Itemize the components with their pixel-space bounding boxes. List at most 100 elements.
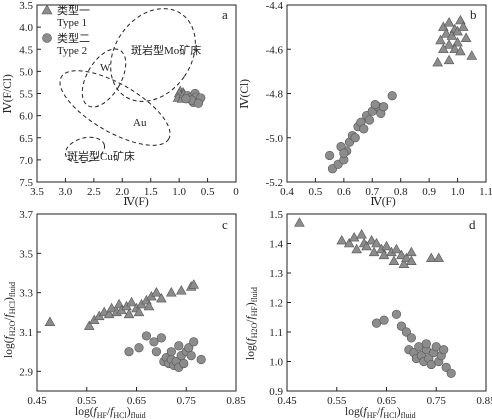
panel-c-points (44, 279, 206, 373)
type2-point (439, 345, 449, 355)
panel-a-ytick-label: 6.5 (19, 133, 33, 145)
type2-point (325, 150, 335, 161)
panel-b-xtick-label: 0.5 (309, 186, 323, 198)
type2-point (391, 309, 402, 319)
type1-point (103, 308, 115, 319)
panel-b-ytick-label: -5.0 (266, 133, 284, 145)
panel-a-y-ticks: 3.5 4.0 4.5 5.0 5.5 6.0 6.5 7.0 7.5 (19, 0, 41, 189)
type1-point (371, 237, 382, 248)
type1-point (398, 258, 410, 268)
type2-point (441, 362, 451, 373)
panel-b-ylabel: Ⅳ(Cl) (239, 79, 251, 109)
panel-d-letter: d (469, 217, 476, 232)
type1-point (378, 249, 390, 260)
type2-point (421, 339, 431, 349)
type2-point (166, 347, 176, 357)
panel-c-ytick-label: 3.1 (19, 327, 33, 339)
panel-a-xtick-label: 3.5 (30, 186, 44, 198)
type2-point (370, 99, 380, 110)
type1-point (455, 14, 466, 25)
type2-point (196, 354, 206, 365)
type1-point (457, 21, 469, 31)
type1-point (351, 243, 362, 254)
panel-a-x-ticks: 3.5 3.0 2.5 2.0 1.5 1.0 0.5 0 (30, 178, 239, 198)
panel-c-x-ticks: 0.45 0.55 0.65 0.75 0.85 (27, 387, 246, 407)
type2-point (124, 347, 134, 357)
panel-a-xlabel: Ⅳ(F) (123, 196, 149, 208)
type2-point (186, 351, 196, 361)
panel-b-xlabel: Ⅳ(F) (370, 196, 396, 208)
panel-d-ylabel: log(fH2O/fHF)fluid (245, 287, 259, 360)
panel-a-ytick-label: 4.5 (19, 44, 33, 56)
type1-point (449, 43, 461, 54)
panel-d-x-ticks: 0.45 0.55 0.65 0.75 0.85 (277, 387, 492, 407)
panel-c-xtick-label: 0.75 (177, 395, 197, 407)
type2-point (396, 321, 407, 331)
panel-d-ytick-label: 0.9 (269, 386, 283, 398)
panel-d-xtick-label: 0.85 (476, 395, 492, 407)
panel-b-xtick-label: 1.0 (451, 186, 465, 198)
type2-point (379, 315, 389, 325)
panel-a-ytick-label: 7.5 (19, 177, 33, 189)
legend: 类型一 Type 1 类型二 Type 2 (41, 3, 90, 57)
panel-c-xlabel: log(fHF/fHCl)fluid (75, 406, 146, 420)
type2-point (406, 333, 416, 343)
panel-a-xtick-label: 2.5 (87, 186, 101, 198)
type1-point (443, 17, 455, 27)
panel-a-xtick-label: 0.5 (201, 186, 215, 198)
panel-d-ytick-label: 1.3 (269, 268, 283, 280)
type2-point (134, 343, 144, 353)
panel-a-xtick-label: 3.0 (59, 186, 73, 198)
legend-type2-en: Type 2 (57, 45, 87, 57)
type1-point (175, 285, 187, 295)
type1-point (388, 255, 400, 266)
region-mo-porphyry (110, 8, 196, 102)
panel-b-xtick-label: 0.4 (280, 186, 294, 198)
panel-d-frame (286, 213, 487, 392)
panel-c-letter: c (222, 217, 228, 232)
type1-point (83, 320, 95, 330)
panel-b-letter: b (470, 7, 477, 22)
panel-b-xtick-label: 0.7 (365, 186, 379, 198)
type1-point (166, 287, 177, 297)
panel-a-xtick-label: 1.0 (172, 186, 186, 198)
legend-type1-en: Type 1 (57, 17, 87, 29)
legend-type1-cn: 类型一 (57, 3, 90, 17)
type1-point (336, 234, 348, 245)
panel-b-y-ticks: -4.4 -4.6 -4.8 -5.0 -5.2 (266, 0, 291, 189)
panel-c-ytick-label: 3.5 (19, 248, 33, 260)
panel-d-ytick-label: 1.0 (269, 357, 283, 369)
panel-c: 0.45 0.55 0.65 0.75 0.85 2.9 3.1 3.3 3.5 3.7 c l… (3, 209, 246, 420)
type1-point (106, 302, 117, 313)
type1-point (406, 255, 417, 266)
region-w (81, 48, 127, 108)
panel-a-points (172, 85, 206, 108)
panel-b-ytick-label: -5.2 (266, 177, 283, 189)
type1-point (452, 37, 463, 47)
panel-d-xlabel: log(fHF/fHCl)fluid (345, 406, 416, 420)
type2-point (359, 124, 369, 134)
region-label-cu: 斑岩型Cu矿床 (67, 149, 135, 163)
panel-a: 3.5 3.0 2.5 2.0 1.5 1.0 0.5 0 3.5 4.0 4.5 5.0 5.5 6.… (2, 0, 239, 208)
type1-point (366, 234, 377, 245)
region-label-mo: 斑岩型Mo矿床 (131, 43, 201, 57)
type1-point (123, 308, 135, 319)
panel-d-points (294, 217, 456, 378)
panel-d: 0.45 0.55 0.65 0.75 0.85 0.9 1.0 1.1 1.2 1.3 1.4 1… (245, 209, 492, 420)
type1-point (133, 306, 145, 317)
legend-type2-cn: 类型二 (57, 31, 90, 45)
type1-point (438, 43, 449, 54)
panel-a-xtick-label: 0 (233, 186, 239, 198)
region-label-au: Au (133, 117, 147, 129)
panel-a-regions (59, 8, 196, 164)
type1-point (443, 39, 455, 49)
type2-point (151, 347, 161, 357)
type1-point (466, 50, 478, 60)
type2-point (446, 368, 456, 378)
panel-c-ylabel: log(fH2O/fHCl)fluid (3, 282, 17, 358)
panel-b-ytick-label: -4.4 (266, 0, 284, 12)
panel-a-letter: a (222, 7, 228, 22)
panel-a-ytick-label: 4.0 (19, 22, 33, 34)
panel-b-points (325, 14, 478, 174)
type2-point (174, 341, 184, 351)
